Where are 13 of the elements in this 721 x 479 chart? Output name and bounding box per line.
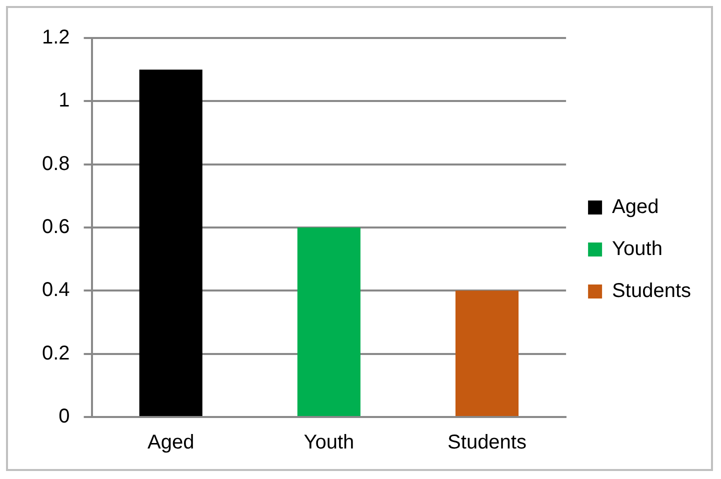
y-tick-label: 0 — [58, 406, 70, 428]
y-tick-label: 0.8 — [42, 152, 70, 175]
y-tick-label: 1.2 — [42, 26, 70, 49]
x-tick-label: Aged — [147, 432, 194, 454]
y-tick-label: 1 — [58, 90, 70, 112]
y-tick-label: 0.4 — [42, 279, 70, 302]
y-tick-label: 0.2 — [42, 342, 70, 364]
legend-label: Aged — [612, 196, 659, 218]
y-tick-label: 0.6 — [42, 216, 70, 238]
x-tick-label: Youth — [304, 432, 354, 454]
x-tick-label: Students — [448, 432, 526, 454]
legend-label: Youth — [612, 238, 662, 260]
legend-label: Students — [612, 280, 692, 302]
